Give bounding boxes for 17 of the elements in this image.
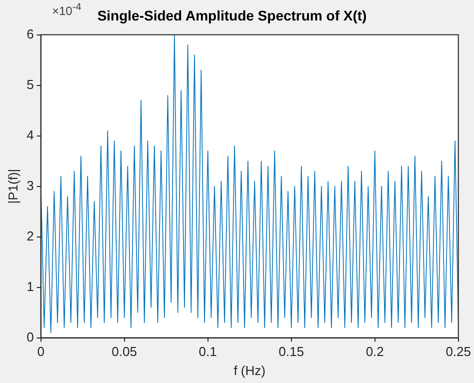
x-tick-label: 0 xyxy=(37,344,44,360)
chart-title: Single-Sided Amplitude Spectrum of X(t) xyxy=(97,7,367,24)
y-tick-label: 3 xyxy=(26,178,34,193)
x-tick-label: 0.1 xyxy=(198,344,217,360)
y-tick-label: 4 xyxy=(26,127,34,142)
x-tick-label: 0.15 xyxy=(278,344,304,360)
y-tick-label: 6 xyxy=(26,26,34,42)
x-axis-title: f (Hz) xyxy=(234,362,266,378)
text: ×10$^{-4}$ xyxy=(52,2,82,18)
y-tick-label: 0 xyxy=(26,329,34,344)
y-tick-label: 5 xyxy=(26,76,34,92)
x-tick-label: 0.05 xyxy=(112,344,137,360)
y-tick-label: 2 xyxy=(26,228,34,244)
x-tick-label: 0.25 xyxy=(446,344,472,360)
y-axis-title: |P1(f)| xyxy=(5,168,20,204)
y-tick-label: 1 xyxy=(26,278,34,294)
x-tick-label: 0.2 xyxy=(366,344,384,360)
